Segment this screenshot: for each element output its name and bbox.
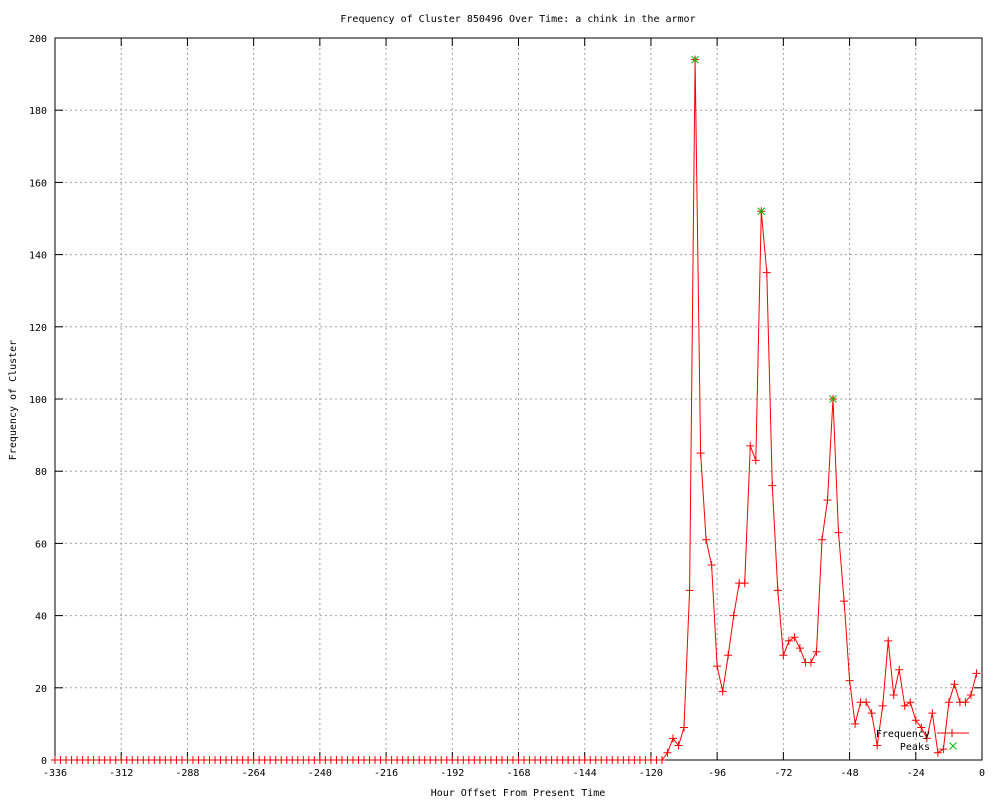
frequency-point — [707, 561, 716, 570]
frequency-point — [950, 680, 959, 689]
frequency-point — [806, 658, 815, 667]
frequency-point — [928, 709, 937, 718]
axis-ticks: -336 -312 -288 -264 -240 -216 -192 -168 -144 -120… — [29, 34, 985, 779]
frequency-point — [944, 698, 953, 707]
y-tick-label: 0 — [41, 756, 47, 767]
frequency-point — [685, 586, 694, 595]
frequency-point — [779, 651, 788, 660]
x-tick-label: -336 — [43, 768, 67, 779]
frequency-point — [724, 651, 733, 660]
frequency-point — [674, 741, 683, 750]
legend-label-peaks: Peaks — [900, 742, 930, 753]
y-tick-label: 40 — [35, 612, 47, 623]
frequency-point — [729, 611, 738, 620]
x-tick-label: -144 — [573, 768, 597, 779]
y-tick-label: 200 — [29, 34, 47, 45]
grid — [55, 38, 982, 760]
frequency-point — [917, 723, 926, 732]
y-tick-label: 140 — [29, 251, 47, 262]
x-tick-label: -216 — [374, 768, 398, 779]
peak-point — [691, 55, 699, 64]
frequency-point — [906, 698, 915, 707]
frequency-point — [845, 676, 854, 685]
peak-point — [757, 207, 766, 216]
frequency-point — [669, 734, 677, 743]
frequency-point — [966, 691, 975, 700]
frequency-point — [795, 644, 804, 653]
frequency-point — [840, 597, 849, 606]
peak-point — [829, 395, 837, 403]
x-tick-label: 0 — [979, 768, 985, 779]
frequency-point — [862, 698, 871, 707]
y-tick-label: 100 — [29, 395, 47, 406]
frequency-line — [55, 59, 977, 761]
y-tick-label: 80 — [35, 467, 47, 478]
frequency-point — [718, 687, 727, 696]
frequency-point — [768, 481, 777, 490]
frequency-point — [663, 748, 672, 757]
frequency-point — [889, 691, 898, 700]
legend-marker-frequency — [948, 729, 956, 737]
x-tick-label: -312 — [109, 768, 133, 779]
frequency-point — [696, 449, 705, 458]
frequency-point — [823, 496, 832, 505]
frequency-point — [939, 745, 948, 754]
frequency-point — [702, 535, 711, 544]
frequency-point — [657, 756, 666, 764]
frequency-point — [746, 441, 755, 450]
frequency-point — [878, 701, 887, 710]
frequency-point — [740, 579, 749, 588]
y-tick-label: 180 — [29, 106, 47, 117]
x-tick-label: -168 — [506, 768, 530, 779]
x-tick-label: -288 — [175, 768, 199, 779]
legend: Frequency Peaks — [876, 729, 969, 753]
chart-title: Frequency of Cluster 850496 Over Time: a… — [340, 14, 695, 25]
frequency-point — [834, 528, 843, 537]
x-tick-label: -192 — [440, 768, 464, 779]
frequency-point — [773, 586, 782, 595]
frequency-point — [851, 719, 860, 728]
legend-marker-peaks — [949, 742, 957, 750]
frequency-point — [784, 636, 793, 645]
frequency-point — [713, 662, 722, 671]
frequency-point — [961, 698, 970, 707]
frequency-point — [972, 669, 981, 678]
x-tick-label: -72 — [774, 768, 792, 779]
y-tick-label: 120 — [29, 323, 47, 334]
y-tick-label: 20 — [35, 684, 47, 695]
x-axis-label: Hour Offset From Present Time — [431, 788, 606, 799]
x-tick-label: -120 — [639, 768, 663, 779]
frequency-point — [867, 709, 876, 718]
frequency-point — [873, 741, 882, 750]
frequency-point — [895, 665, 904, 674]
frequency-point — [680, 723, 689, 732]
y-axis-label: Frequency of Cluster — [8, 340, 19, 460]
y-tick-label: 60 — [35, 539, 47, 550]
frequency-point — [812, 647, 821, 656]
frequency-point — [933, 748, 942, 757]
frequency-point — [790, 633, 799, 642]
y-tick-label: 160 — [29, 178, 47, 189]
x-tick-label: -240 — [308, 768, 332, 779]
x-tick-label: -96 — [708, 768, 726, 779]
legend-label-frequency: Frequency — [876, 729, 930, 740]
frequency-point — [900, 701, 909, 710]
frequency-point — [817, 535, 826, 544]
frequency-point — [762, 268, 771, 277]
x-tick-label: -264 — [242, 768, 266, 779]
frequency-point — [922, 734, 931, 743]
x-tick-label: -48 — [841, 768, 859, 779]
series-layer — [51, 55, 981, 764]
frequency-point — [884, 636, 893, 645]
frequency-point — [911, 716, 920, 725]
frequency-point — [751, 456, 760, 465]
x-tick-label: -24 — [907, 768, 925, 779]
